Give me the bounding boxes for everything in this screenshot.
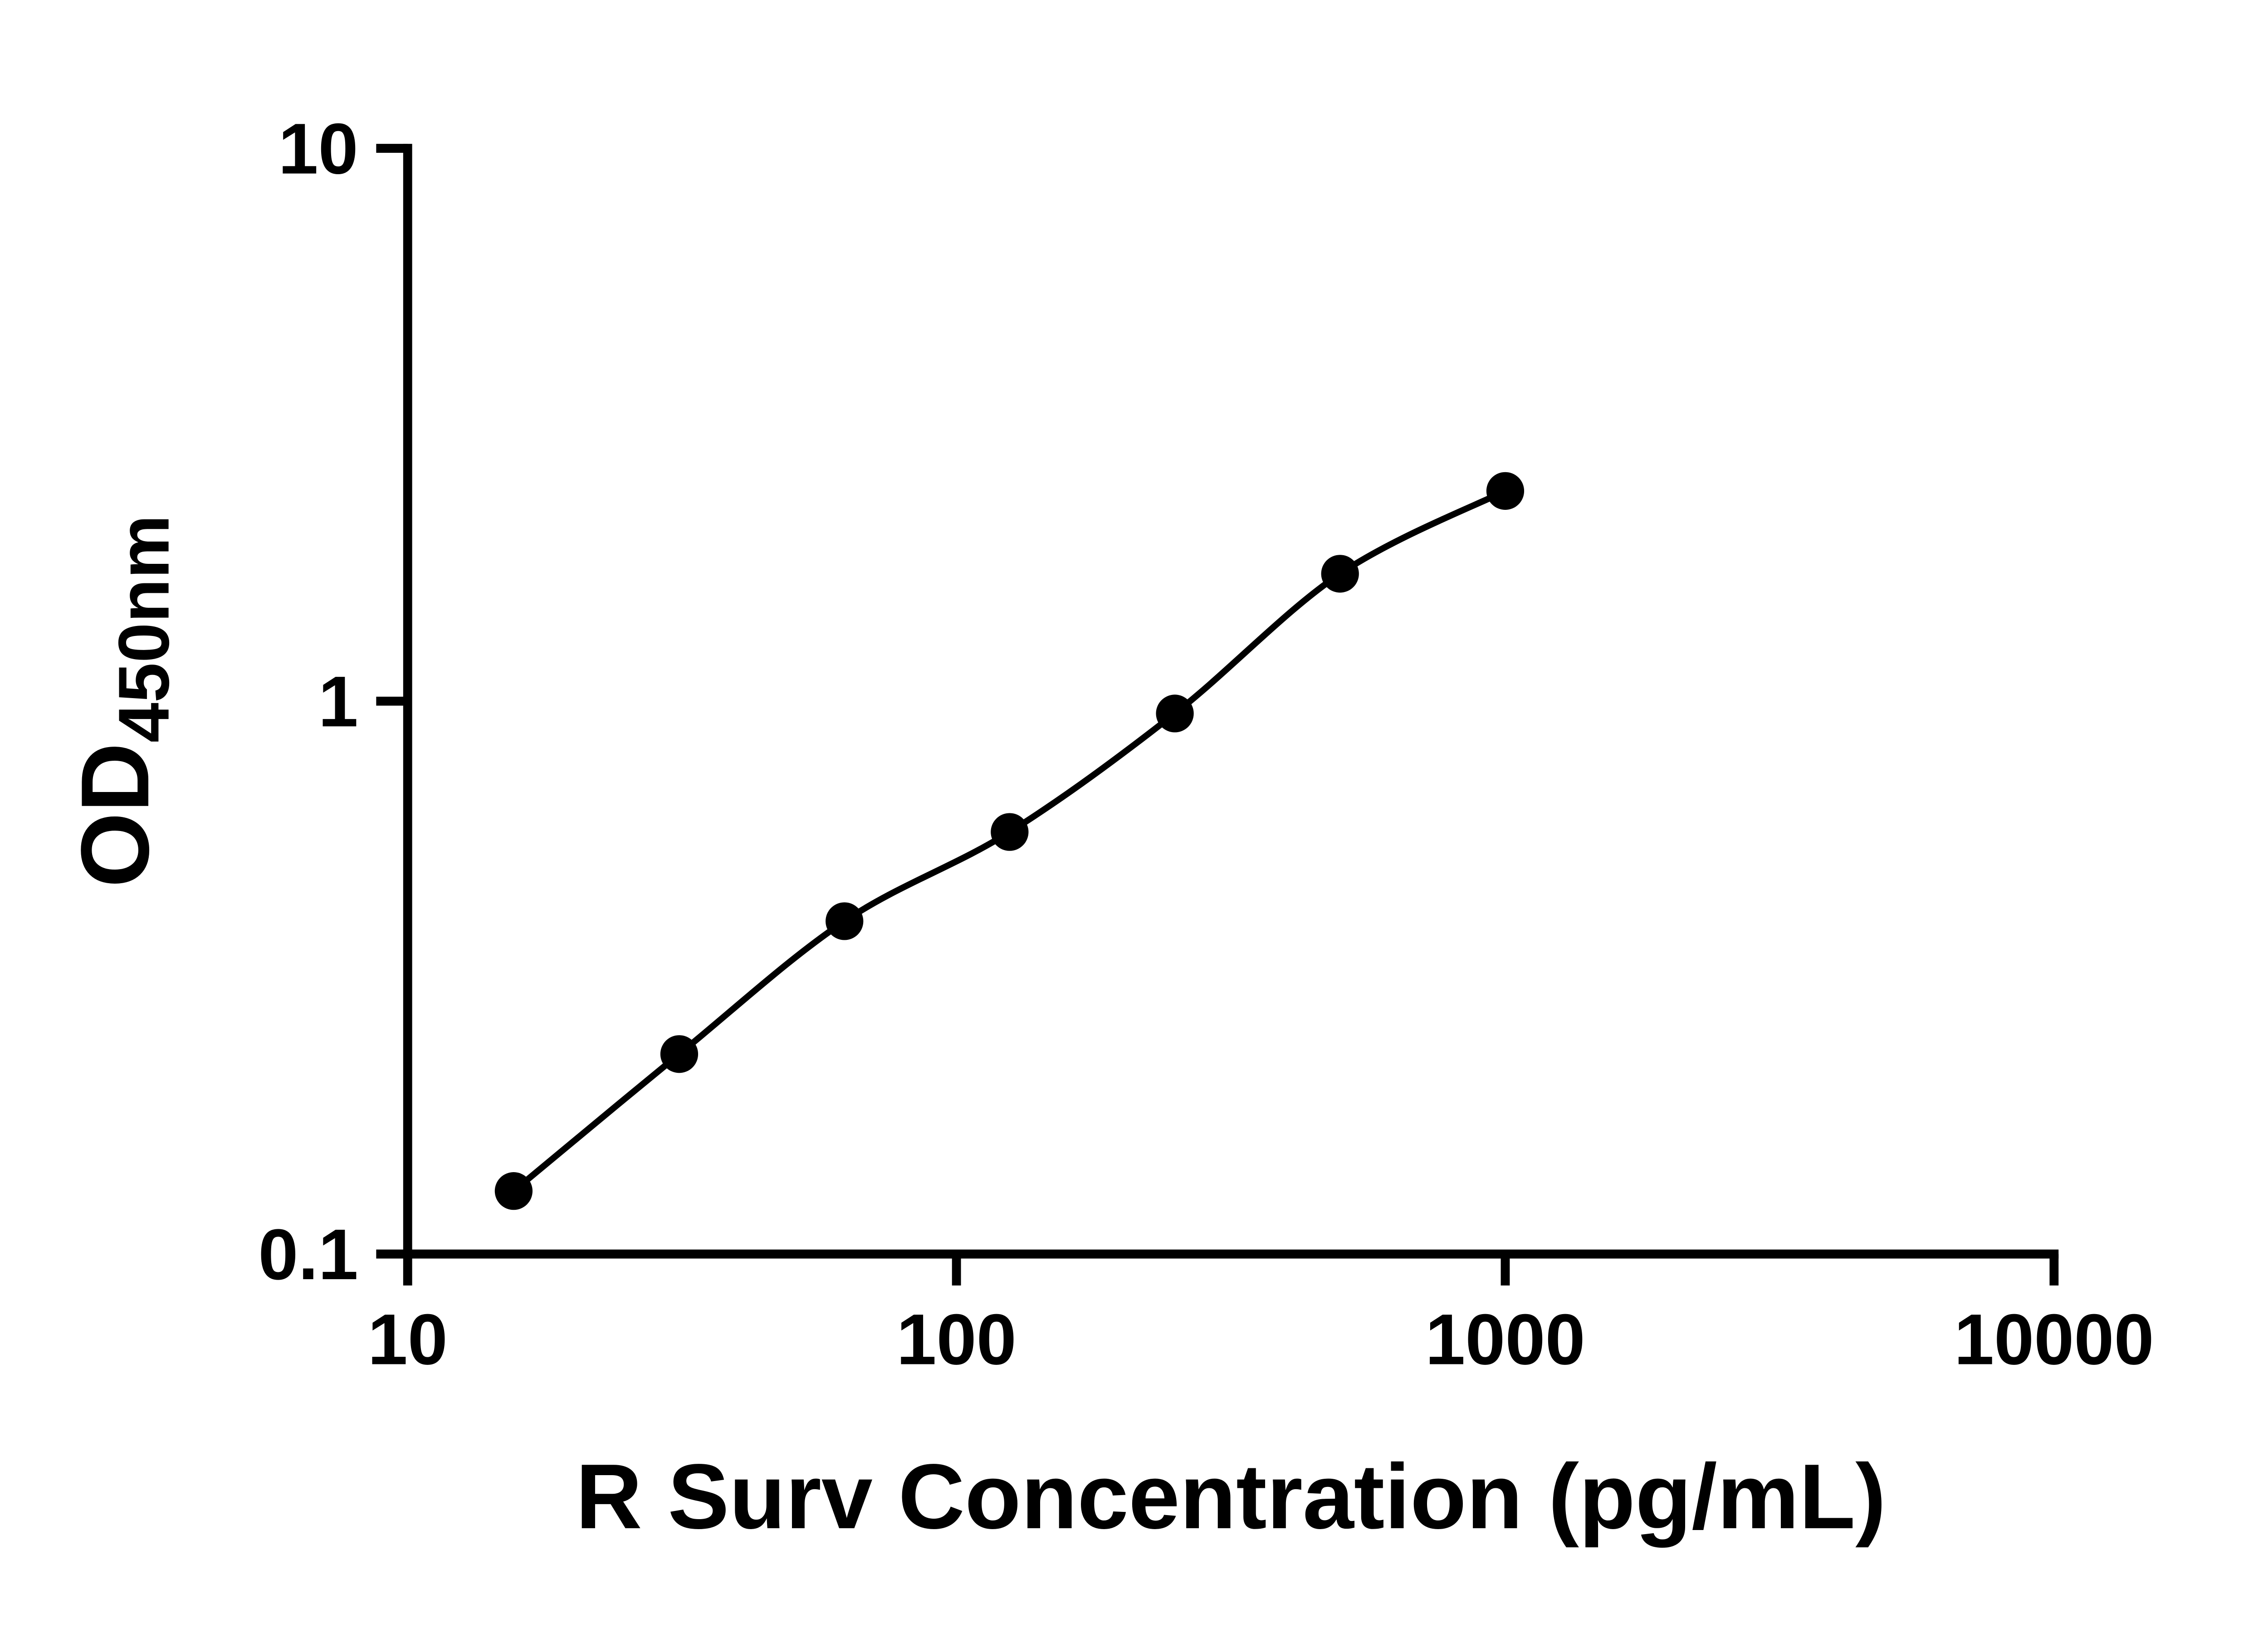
data-point (660, 1035, 699, 1073)
y-tick-label: 1 (318, 661, 358, 742)
data-point (991, 813, 1029, 851)
y-axis-title: OD450nm (61, 515, 184, 888)
x-axis-title: R Surv Concentration (pg/mL) (576, 1445, 1886, 1548)
data-point (1486, 472, 1525, 510)
data-point (1156, 694, 1194, 733)
x-tick-label: 10000 (1954, 1299, 2154, 1379)
data-point (826, 902, 864, 940)
y-tick-label: 10 (278, 108, 358, 189)
x-tick-label: 1000 (1425, 1299, 1585, 1379)
x-tick-label: 10 (368, 1299, 448, 1379)
axis-frame (403, 144, 2059, 1259)
data-point (1321, 555, 1359, 593)
y-tick-label: 0.1 (258, 1214, 358, 1295)
x-tick-label: 100 (896, 1299, 1017, 1379)
data-point (494, 1172, 533, 1210)
